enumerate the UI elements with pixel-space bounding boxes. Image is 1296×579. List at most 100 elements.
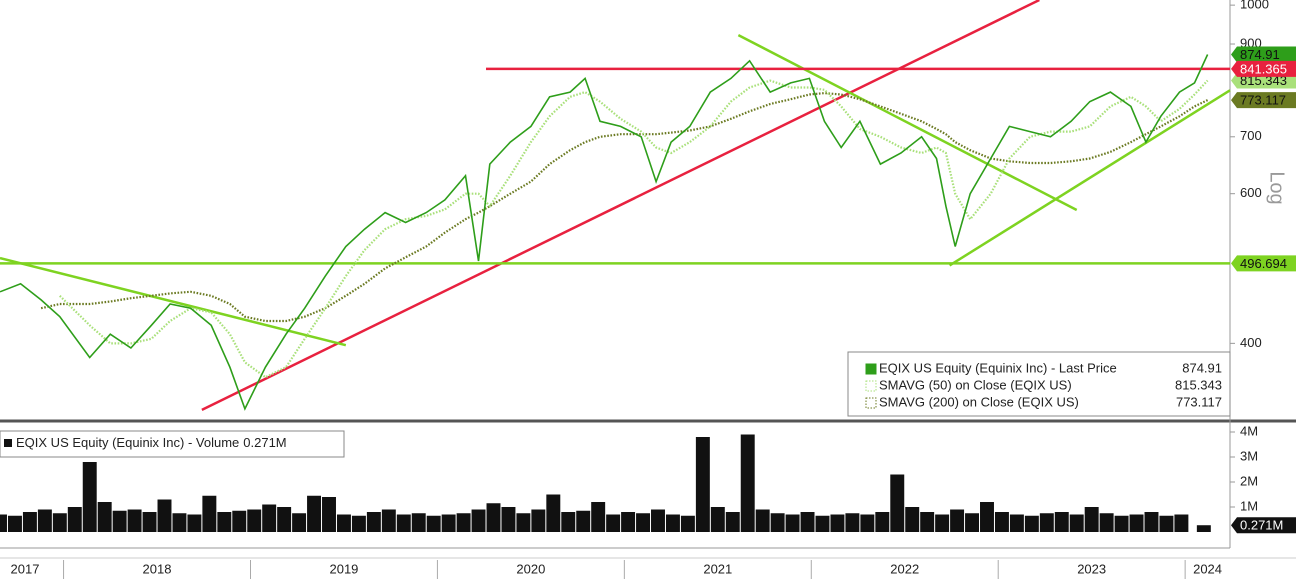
volume-bar (1054, 512, 1069, 532)
volume-bar (322, 497, 336, 532)
last-value-tag-box (1231, 46, 1296, 63)
volume-bar (950, 509, 965, 532)
x-tick-label: 2019 (329, 561, 358, 576)
volume-bar (546, 494, 561, 532)
reference-tag: 841.365 (1240, 61, 1287, 76)
volume-bar (755, 509, 770, 532)
legend-label: SMAVG (50) on Close (EQIX US) (879, 377, 1072, 392)
volume-bar (576, 510, 591, 532)
volume-bar (82, 462, 97, 532)
x-tick-label: 2023 (1077, 561, 1106, 576)
volume-bar (890, 474, 905, 532)
volume-bar (785, 514, 800, 532)
volume-bar (97, 502, 112, 532)
reference-tag-box (1231, 60, 1296, 77)
volume-bar (456, 513, 471, 532)
legend-label: EQIX US Equity (Equinix Inc) - Last Pric… (879, 360, 1117, 375)
volume-bar (277, 507, 292, 532)
x-tick-label: 2021 (703, 561, 732, 576)
volume-bar (770, 513, 785, 532)
volume-bar (202, 495, 217, 532)
volume-bar (1129, 514, 1144, 532)
volume-bar (307, 495, 322, 532)
x-tick-label: 2022 (890, 561, 919, 576)
volume-bar (486, 503, 501, 532)
volume-bar (411, 513, 426, 532)
volume-bar (67, 507, 82, 532)
y-tick-label: 3M (1240, 448, 1258, 463)
x-tick-label: 2020 (516, 561, 545, 576)
x-tick-label: 2017 (11, 561, 40, 576)
volume-bar (262, 504, 277, 532)
last-value-tag: 773.117 (1240, 93, 1286, 108)
volume-bar (621, 512, 636, 532)
volume-bar (22, 512, 37, 532)
volume-bar (157, 499, 172, 532)
volume-bar (860, 514, 875, 532)
volume-bar (1069, 514, 1084, 532)
volume-bar (381, 509, 396, 532)
volume-bar (994, 512, 1009, 532)
volume-bar (800, 512, 815, 532)
legend-label: SMAVG (200) on Close (EQIX US) (879, 394, 1079, 409)
legend-value: 874.91 (1182, 360, 1222, 375)
volume-bar (740, 434, 755, 532)
last-volume-label: 0.271M (1240, 518, 1283, 533)
volume-bar (665, 514, 680, 532)
volume-bar (292, 513, 307, 532)
y-tick-label: 1000 (1240, 0, 1269, 12)
volume-bar (830, 514, 845, 532)
volume-bar (7, 515, 22, 532)
volume-bar (815, 515, 830, 532)
volume-bar (651, 509, 665, 532)
volume-bar (1174, 514, 1189, 532)
volume-bar (695, 437, 710, 532)
volume-bar (965, 513, 980, 532)
volume-bar (845, 513, 860, 532)
volume-bar (366, 512, 381, 532)
volume-bar (561, 512, 576, 532)
y-tick-label: 2M (1240, 473, 1258, 488)
last-value-tag-box (1231, 92, 1296, 109)
volume-bar (441, 514, 456, 532)
legend-marker (865, 363, 877, 375)
volume-bar (142, 512, 157, 532)
y-tick-label: 700 (1240, 128, 1262, 143)
volume-bar (1144, 512, 1159, 532)
volume-bar (0, 514, 7, 532)
legend-marker (4, 439, 12, 447)
last-volume-box (1231, 517, 1296, 534)
volume-bar (531, 509, 546, 532)
y-tick-label: 600 (1240, 185, 1262, 200)
volume-bar (52, 513, 67, 532)
volume-bar (172, 513, 187, 532)
legend-value: 815.343 (1175, 377, 1222, 392)
legend-marker (865, 380, 877, 392)
volume-bar (591, 502, 606, 532)
volume-bar (1009, 514, 1024, 532)
x-tick-label: 2024 (1193, 561, 1222, 576)
volume-bar (606, 514, 621, 532)
volume-bar (1084, 507, 1099, 532)
trend-line (948, 89, 1231, 267)
volume-bar (1159, 515, 1174, 532)
volume-bar (426, 515, 441, 532)
volume-bar (920, 512, 935, 532)
legend-marker (865, 397, 877, 409)
volume-bar (1024, 515, 1039, 532)
legend-box (847, 351, 1231, 417)
volume-bar (636, 513, 651, 532)
volume-bar (1099, 513, 1114, 532)
legend-value: 773.117 (1176, 394, 1222, 409)
legend-label: EQIX US Equity (Equinix Inc) - Volume 0.2… (16, 435, 287, 450)
volume-bar (187, 514, 202, 532)
reference-tag-box (1231, 255, 1296, 272)
volume-bar (127, 509, 142, 532)
volume-bar (217, 512, 232, 532)
volume-bar (232, 510, 247, 532)
volume-bar (501, 507, 516, 532)
volume-bar (1114, 515, 1129, 532)
volume-bar (247, 509, 262, 532)
volume-bar (396, 514, 411, 532)
